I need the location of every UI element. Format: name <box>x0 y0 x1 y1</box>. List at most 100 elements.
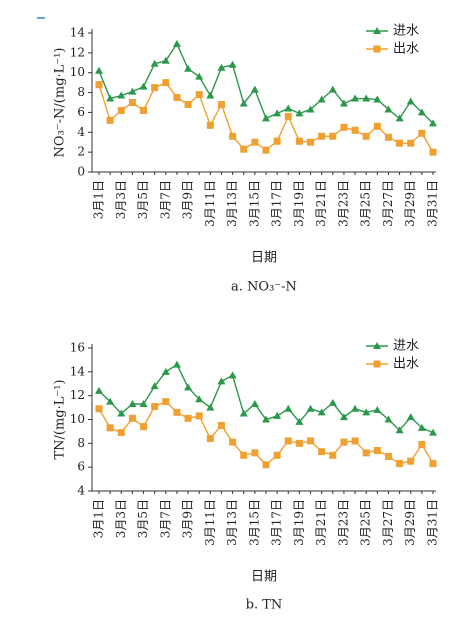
y-tick-label: 2 <box>77 145 85 159</box>
marker <box>329 451 337 459</box>
marker <box>384 452 392 460</box>
marker <box>407 457 415 465</box>
x-tick-label: 3月19日 <box>292 499 306 546</box>
marker <box>284 404 293 412</box>
marker <box>195 72 204 80</box>
marker <box>373 122 381 130</box>
y-tick-label: 14 <box>70 364 86 378</box>
marker <box>184 100 192 108</box>
caption: a. NO₃⁻-N <box>231 280 297 295</box>
marker <box>117 106 125 114</box>
marker <box>307 138 315 146</box>
marker <box>362 408 371 416</box>
marker <box>106 94 115 102</box>
marker <box>195 91 203 99</box>
marker <box>284 112 292 120</box>
marker <box>117 429 125 437</box>
marker <box>406 413 415 421</box>
marker <box>151 84 159 92</box>
x-tick-label: 3月5日 <box>136 499 150 538</box>
marker <box>373 360 381 368</box>
marker <box>206 435 214 443</box>
marker <box>273 451 281 459</box>
marker <box>351 126 359 134</box>
marker <box>161 367 170 375</box>
marker <box>373 27 381 34</box>
marker <box>162 398 170 406</box>
x-tick-label: 3月27日 <box>381 499 395 546</box>
marker <box>396 139 404 147</box>
x-tick-label: 3月1日 <box>92 499 106 538</box>
y-tick-label: 12 <box>70 388 85 402</box>
x-tick-label: 3月13日 <box>225 499 239 546</box>
x-tick-label: 3月29日 <box>403 499 417 546</box>
y-tick-label: 4 <box>77 484 85 498</box>
marker <box>339 99 348 107</box>
marker <box>395 426 404 434</box>
marker <box>239 409 248 417</box>
marker <box>240 451 248 459</box>
x-tick-label: 3月19日 <box>292 180 306 227</box>
marker <box>396 460 404 468</box>
y-tick-label: 8 <box>77 436 85 450</box>
legend-label: 进水 <box>393 339 419 354</box>
caption: b. TN <box>246 598 283 613</box>
y-tick-label: 8 <box>77 85 85 99</box>
marker <box>284 104 293 112</box>
marker <box>340 438 348 446</box>
x-tick-label: 3月7日 <box>158 180 172 219</box>
marker <box>128 400 137 408</box>
x-tick-label: 3月9日 <box>181 499 195 538</box>
marker <box>418 441 426 449</box>
marker <box>329 132 337 140</box>
marker <box>173 408 181 416</box>
marker <box>328 85 337 93</box>
marker <box>262 415 270 423</box>
marker <box>295 417 304 425</box>
marker <box>317 95 326 103</box>
marker <box>172 39 181 47</box>
marker <box>417 423 426 431</box>
x-tick-label: 3月5日 <box>136 180 150 219</box>
marker <box>251 138 259 146</box>
marker <box>95 81 103 89</box>
marker <box>95 66 103 74</box>
marker <box>417 108 426 116</box>
x-tick-label: 3月31日 <box>426 180 440 227</box>
x-axis-label: 日期 <box>251 570 277 585</box>
marker <box>250 85 259 93</box>
x-tick-label: 3月9日 <box>181 180 195 219</box>
marker <box>328 398 337 406</box>
marker <box>161 56 170 64</box>
marker <box>140 106 148 114</box>
y-tick-label: 6 <box>77 460 85 474</box>
marker <box>306 404 315 412</box>
x-tick-label: 3月25日 <box>359 180 373 227</box>
marker <box>273 109 282 117</box>
marker <box>106 397 115 405</box>
x-tick-label: 3月23日 <box>336 499 350 546</box>
x-tick-label: 3月11日 <box>203 499 217 546</box>
x-tick-label: 3月13日 <box>225 180 239 227</box>
marker <box>184 383 193 391</box>
x-tick-label: 3月15日 <box>247 180 261 227</box>
marker <box>295 109 304 117</box>
y-tick-label: 16 <box>70 341 85 355</box>
marker <box>117 91 126 99</box>
marker <box>295 439 303 447</box>
marker <box>228 60 237 68</box>
marker <box>262 461 270 469</box>
marker <box>172 360 181 368</box>
marker <box>150 59 159 67</box>
marker <box>373 95 382 103</box>
marker <box>139 82 148 90</box>
y-tick-label: 6 <box>77 105 85 119</box>
marker <box>362 449 370 457</box>
x-tick-label: 3月21日 <box>314 499 328 546</box>
marker <box>429 428 437 436</box>
marker <box>339 413 348 421</box>
marker <box>250 400 259 408</box>
marker <box>306 105 315 113</box>
x-tick-label: 3月15日 <box>247 499 261 546</box>
